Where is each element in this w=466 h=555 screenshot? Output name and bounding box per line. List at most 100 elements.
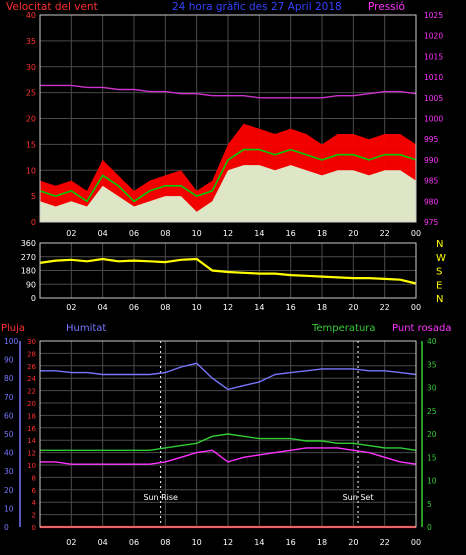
rain-axis-label: Pluja xyxy=(1,323,25,334)
rain-ytick-label: 18 xyxy=(27,412,36,420)
temperature-ytick-label: 0 xyxy=(427,523,432,532)
wind-chart-xtick-label: 00 xyxy=(411,229,421,238)
direction-chart-xtick-label: 14 xyxy=(254,303,264,312)
pressure-ytick-label: 1010 xyxy=(424,73,443,82)
temperature-ytick-label: 20 xyxy=(427,430,437,439)
sun-marker-label: Sun Rise xyxy=(143,493,178,502)
humidity-ytick-label: 10 xyxy=(4,504,14,513)
pressure-ytick-label: 975 xyxy=(424,218,439,227)
compass-label: N xyxy=(436,239,443,250)
rain-ytick-label: 10 xyxy=(27,462,36,470)
temperature-ytick-label: 40 xyxy=(427,337,437,346)
rain-ytick-label: 30 xyxy=(27,338,36,346)
humidity-ytick-label: 60 xyxy=(4,411,14,420)
rain-ytick-label: 12 xyxy=(27,450,36,458)
temperature-ytick-label: 35 xyxy=(427,360,437,369)
direction-chart-xtick-label: 18 xyxy=(317,303,327,312)
wind-average-line xyxy=(39,148,417,203)
rain-ytick-label: 20 xyxy=(27,400,36,408)
wind-chart-xtick-label: 16 xyxy=(286,229,296,238)
compass-label: E xyxy=(436,280,442,291)
wind-chart-xtick-label: 08 xyxy=(160,229,170,238)
dewpoint-line xyxy=(40,447,417,465)
wind-ytick-label: 10 xyxy=(26,166,36,175)
direction-chart-xtick-label: 12 xyxy=(223,303,233,312)
climate-chart-xtick-label: 04 xyxy=(98,538,108,547)
direction-ytick-label: 90 xyxy=(26,280,36,289)
pressure-ytick-label: 1015 xyxy=(424,52,443,61)
climate-chart-xtick-label: 02 xyxy=(66,538,76,547)
direction-chart-xtick-label: 02 xyxy=(66,303,76,312)
temperature-axis-label: Temperatura xyxy=(311,323,376,334)
direction-ytick-label: 270 xyxy=(21,253,36,262)
wind-chart-xtick-label: 04 xyxy=(98,229,108,238)
wind-chart-xtick-label: 22 xyxy=(380,229,390,238)
temperature-ytick-label: 10 xyxy=(427,477,437,486)
direction-ytick-label: 360 xyxy=(21,239,36,248)
pressure-ytick-label: 1005 xyxy=(424,94,443,103)
wind-ytick-label: 25 xyxy=(26,89,36,98)
climate-chart-xtick-label: 20 xyxy=(348,538,358,547)
direction-chart-xtick-label: 10 xyxy=(192,303,202,312)
pressure-ytick-label: 995 xyxy=(424,135,439,144)
humidity-axis-label: Humitat xyxy=(66,323,106,334)
wind-chart-xtick-label: 18 xyxy=(317,229,327,238)
wind-chart-xtick-label: 20 xyxy=(348,229,358,238)
rain-ytick-label: 2 xyxy=(32,512,36,520)
header-wind-label: Velocitat del vent xyxy=(6,1,98,13)
humidity-ytick-label: 40 xyxy=(4,449,14,458)
direction-chart-xtick-label: 00 xyxy=(411,303,421,312)
rain-ytick-label: 8 xyxy=(32,474,36,482)
climate-chart-xtick-label: 00 xyxy=(411,538,421,547)
direction-ytick-label: 0 xyxy=(31,294,36,303)
climate-chart-xtick-label: 16 xyxy=(286,538,296,547)
wind-ytick-label: 0 xyxy=(31,218,36,227)
climate-chart-frame xyxy=(39,340,417,528)
pressure-line xyxy=(40,84,417,99)
rain-ytick-label: 16 xyxy=(27,425,36,433)
temperature-ytick-label: 15 xyxy=(427,453,437,462)
pressure-ytick-label: 985 xyxy=(424,177,439,186)
wind-ytick-label: 20 xyxy=(26,115,36,124)
direction-chart-xtick-label: 22 xyxy=(380,303,390,312)
pressure-ytick-label: 980 xyxy=(424,197,439,206)
pressure-ytick-label: 1000 xyxy=(424,115,443,124)
wind-chart-xtick-label: 12 xyxy=(223,229,233,238)
header-pressure-label: Pressió xyxy=(368,1,405,13)
rain-ytick-label: 26 xyxy=(27,363,36,371)
wind-ytick-label: 40 xyxy=(26,11,36,20)
wind-chart-xtick-label: 06 xyxy=(129,229,139,238)
rain-ytick-label: 22 xyxy=(27,388,36,396)
climate-chart-xtick-label: 08 xyxy=(160,538,170,547)
direction-chart-xtick-label: 20 xyxy=(348,303,358,312)
wind-chart-xtick-label: 02 xyxy=(66,229,76,238)
humidity-ytick-label: 20 xyxy=(4,486,14,495)
pressure-ytick-label: 1020 xyxy=(424,32,443,41)
humidity-ytick-label: 50 xyxy=(4,430,14,439)
wind-chart-xtick-label: 10 xyxy=(192,229,202,238)
compass-label: W xyxy=(436,253,446,264)
temperature-ytick-label: 5 xyxy=(427,500,432,509)
rain-ytick-label: 4 xyxy=(32,499,37,507)
dewpoint-axis-label: Punt rosada xyxy=(392,323,451,334)
compass-label: S xyxy=(436,267,442,278)
direction-chart-xtick-label: 16 xyxy=(286,303,296,312)
header-title: 24 hora gràfic des 27 April 2018 xyxy=(172,1,342,13)
rain-ytick-label: 14 xyxy=(27,437,36,445)
temperature-ytick-label: 30 xyxy=(427,384,437,393)
humidity-ytick-label: 100 xyxy=(4,337,19,346)
rain-ytick-label: 28 xyxy=(27,350,36,358)
humidity-ytick-label: 0 xyxy=(4,523,9,532)
humidity-ytick-label: 90 xyxy=(4,356,14,365)
direction-chart-xtick-label: 04 xyxy=(98,303,108,312)
temperature-ytick-label: 25 xyxy=(427,407,437,416)
wind-speed-area xyxy=(40,165,416,222)
sun-marker-label: Sun Set xyxy=(343,493,374,502)
rain-ytick-label: 0 xyxy=(32,524,36,532)
climate-chart-xtick-label: 10 xyxy=(192,538,202,547)
climate-chart-xtick-label: 22 xyxy=(380,538,390,547)
direction-chart-xtick-label: 08 xyxy=(160,303,170,312)
pressure-ytick-label: 990 xyxy=(424,156,439,165)
